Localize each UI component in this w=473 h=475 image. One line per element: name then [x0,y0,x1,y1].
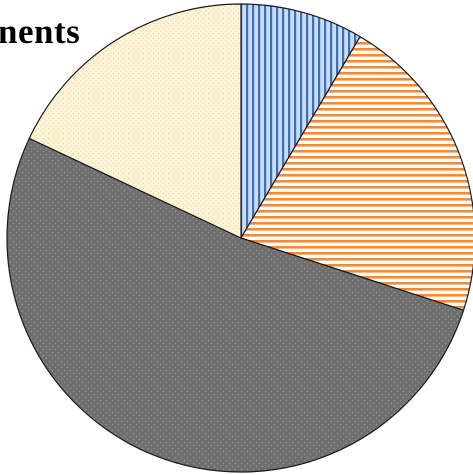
pie-slice-4 [28,3,242,239]
pie-slice-2 [240,35,473,311]
chart-title: nents [0,12,81,51]
pie-slice-1 [240,3,361,239]
pie-slice-3 [6,137,465,473]
pie-slices [6,3,473,473]
